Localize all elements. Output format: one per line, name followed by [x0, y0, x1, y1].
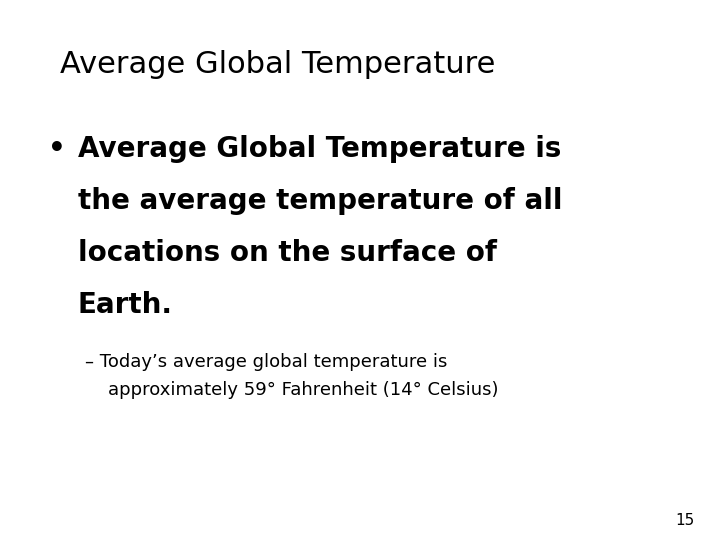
- Text: Average Global Temperature: Average Global Temperature: [60, 50, 495, 79]
- Text: Earth.: Earth.: [78, 291, 173, 319]
- Text: – Today’s average global temperature is: – Today’s average global temperature is: [85, 353, 447, 371]
- Text: approximately 59° Fahrenheit (14° Celsius): approximately 59° Fahrenheit (14° Celsiu…: [85, 381, 498, 399]
- Text: 15: 15: [676, 513, 695, 528]
- Text: locations on the surface of: locations on the surface of: [78, 239, 497, 267]
- Text: Average Global Temperature is: Average Global Temperature is: [78, 135, 562, 163]
- Text: •: •: [48, 135, 66, 163]
- Text: the average temperature of all: the average temperature of all: [78, 187, 562, 215]
